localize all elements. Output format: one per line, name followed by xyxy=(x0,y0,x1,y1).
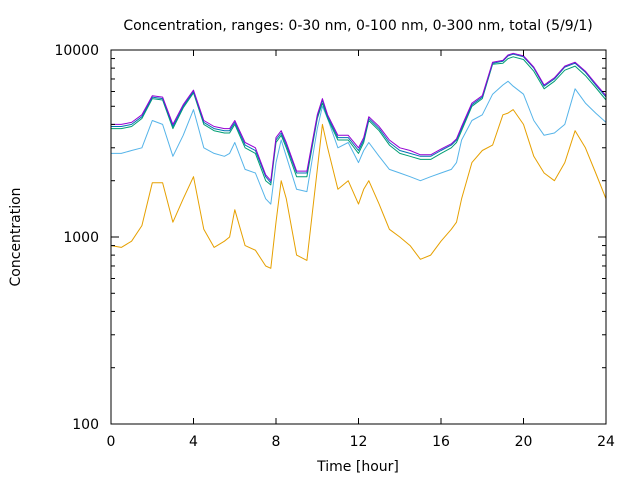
series-line-5 xyxy=(111,52,607,182)
x-tick-label: 12 xyxy=(350,434,368,450)
x-tick-label: 24 xyxy=(597,434,615,450)
chart-title: Concentration, ranges: 0-30 nm, 0-100 nm… xyxy=(123,18,592,34)
series-line-2 xyxy=(111,80,607,205)
y-tick-label: 1000 xyxy=(63,230,99,246)
x-axis-label: Time [hour] xyxy=(316,459,399,475)
x-tick-label: 20 xyxy=(515,434,533,450)
plot-frame xyxy=(110,49,607,425)
x-axis: 0 4 8 12 16 20 24 xyxy=(107,50,615,450)
series-lines xyxy=(110,52,607,269)
x-tick-label: 0 xyxy=(107,434,116,450)
y-axis: 100 1000 10000 xyxy=(54,43,606,433)
x-tick-label: 4 xyxy=(189,434,198,450)
series-line-1 xyxy=(110,109,607,269)
series-line-3 xyxy=(111,56,607,186)
y-tick-label: 100 xyxy=(72,417,99,433)
x-tick-label: 8 xyxy=(272,434,281,450)
x-tick-label: 16 xyxy=(432,434,450,450)
y-axis-label: Concentration xyxy=(8,187,24,286)
y-tick-label: 10000 xyxy=(54,43,99,59)
series-line-4 xyxy=(111,53,607,184)
